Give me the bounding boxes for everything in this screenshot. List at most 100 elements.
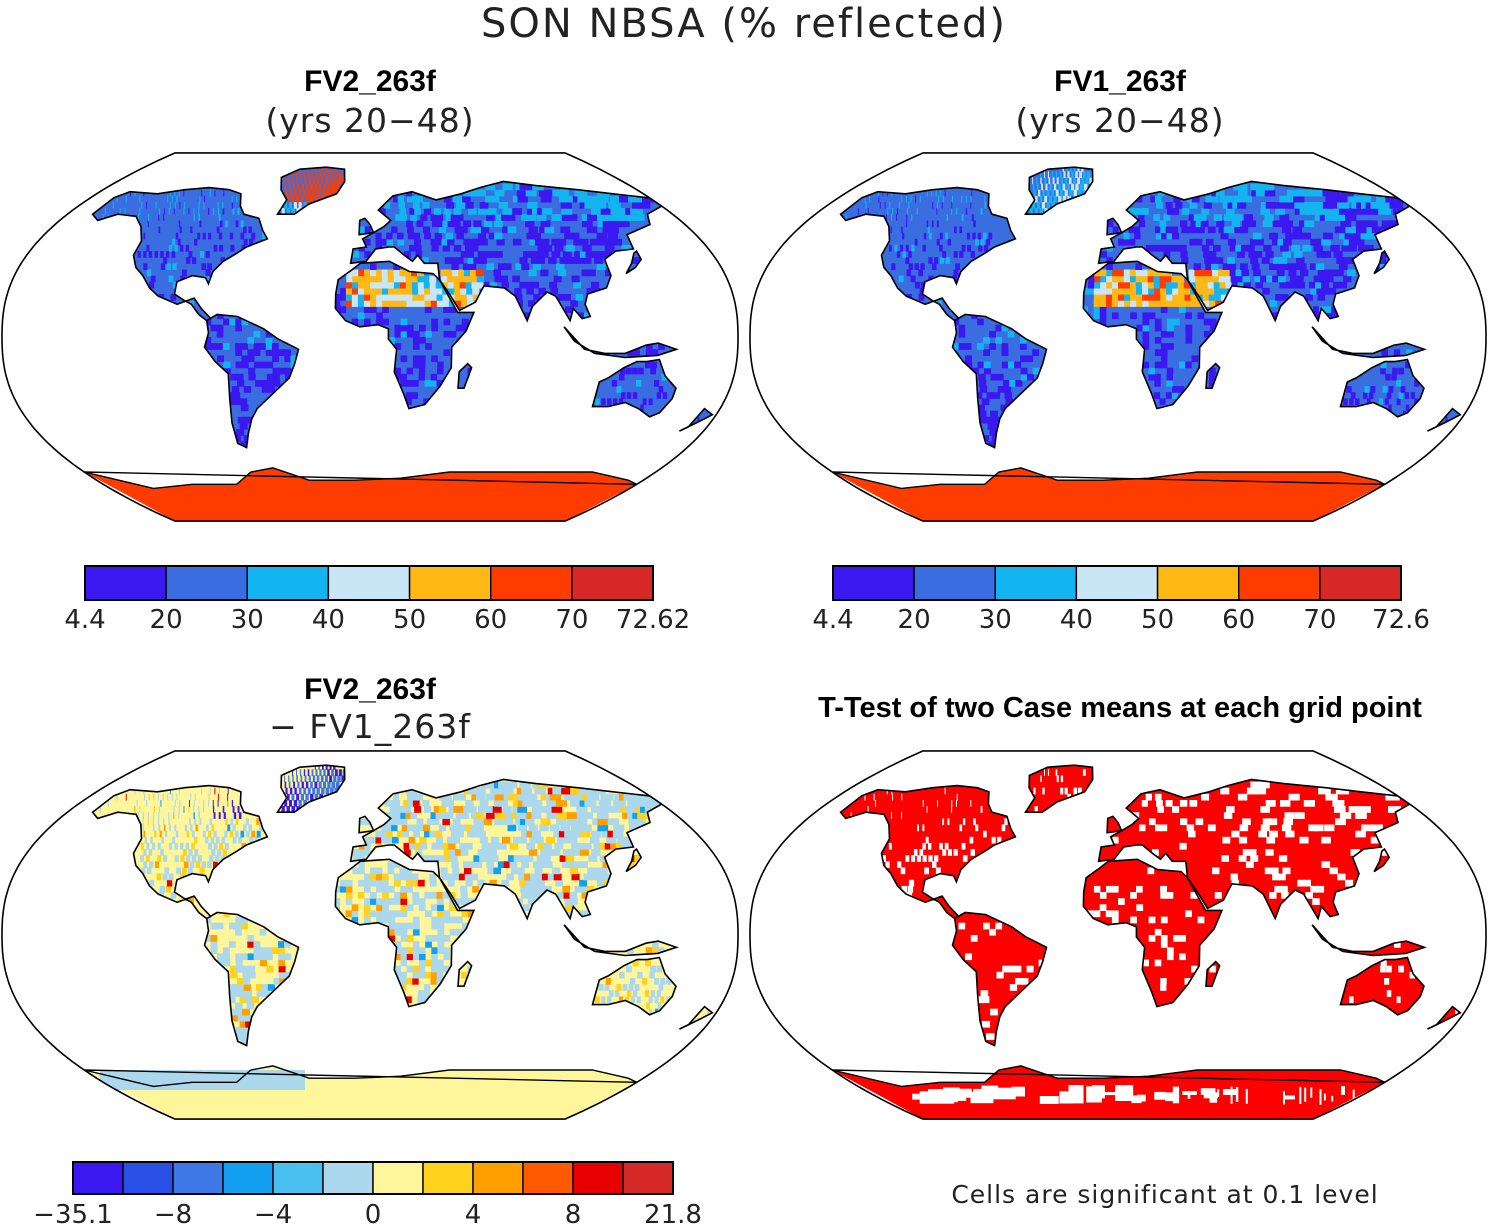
coastline — [839, 784, 1017, 920]
coastline — [625, 847, 643, 873]
coastline — [203, 911, 300, 1047]
coastline — [1097, 778, 1412, 921]
colorbar-frame — [832, 565, 1402, 601]
colorbar-swatch — [322, 1161, 374, 1195]
colorbar-tick-label: 21.8 — [644, 1200, 702, 1227]
landmass-australia — [1339, 956, 1425, 1016]
landmass-eurasia — [349, 778, 664, 921]
coastline — [276, 764, 346, 813]
landmass-antarctica — [832, 1065, 1386, 1120]
coastline — [1311, 924, 1427, 957]
colorbar-frame — [84, 565, 654, 601]
colorbar-tick-label: 50 — [393, 605, 426, 635]
colorbar-swatch — [472, 1161, 524, 1195]
panel-subtitle-bottom-left: − FV1_263f — [269, 707, 471, 746]
colorbar-tick-label: 40 — [1060, 605, 1093, 635]
coastline — [1205, 960, 1221, 987]
map-bottom-right — [749, 750, 1487, 1120]
coastline — [951, 911, 1048, 1047]
coastline — [951, 313, 1048, 449]
colorbar-swatch — [1075, 565, 1159, 601]
map-border — [1, 750, 739, 1120]
coastline — [457, 362, 473, 389]
map-border — [1, 152, 739, 522]
landmass-australia — [591, 956, 677, 1016]
landmass-north-america — [91, 784, 269, 920]
colorbar-swatch — [913, 565, 996, 601]
colorbar-tick-label: 4 — [465, 1200, 482, 1227]
map-bottom-left — [1, 750, 739, 1120]
landmass-nz — [679, 1005, 714, 1030]
colorbar-tick-label: 72.6 — [1372, 605, 1430, 635]
coastline — [1106, 815, 1123, 834]
colorbar-swatch — [272, 1161, 324, 1195]
colorbar-swatch — [84, 565, 167, 601]
landmass-south-america — [203, 313, 300, 449]
landmass-japan — [1373, 847, 1391, 873]
colorbar-tick-label: 40 — [312, 605, 345, 635]
colorbar-tick-label: 4.4 — [64, 605, 105, 635]
colorbar-swatch — [994, 565, 1078, 601]
coastline — [679, 407, 714, 432]
colorbar-swatch — [1319, 565, 1402, 601]
coastline — [334, 260, 476, 410]
coastline — [1106, 217, 1123, 236]
coastline — [625, 249, 643, 275]
landmass-uk — [1106, 217, 1123, 236]
coastline — [91, 186, 269, 322]
landmass-madagascar — [457, 362, 473, 389]
map-cells — [832, 166, 1462, 522]
colorbar-frame — [72, 1161, 674, 1195]
coastline — [358, 217, 375, 236]
coastline — [349, 778, 664, 921]
colorbar-swatch — [165, 565, 248, 601]
coastline — [839, 186, 1017, 322]
landmass-south-america — [203, 911, 300, 1047]
landmass-greenland — [276, 764, 346, 813]
map-cells — [84, 166, 714, 522]
map-top-left — [1, 152, 739, 522]
colorbar-tick-label: 0 — [365, 1200, 382, 1227]
colorbar-tick-label: 8 — [565, 1200, 582, 1227]
landmass-australia — [591, 358, 677, 418]
landmass-eurasia — [1097, 180, 1412, 323]
coastline — [591, 956, 677, 1016]
landmass-madagascar — [457, 960, 473, 987]
coastline — [457, 960, 473, 987]
landmass-greenland — [276, 166, 346, 215]
coastline — [1339, 358, 1425, 418]
map-border — [749, 750, 1487, 1120]
colorbar-swatch — [372, 1161, 424, 1195]
coastline — [276, 166, 346, 215]
landmass-nz — [1427, 1005, 1462, 1030]
landmass-eurasia — [1097, 778, 1412, 921]
coastline — [679, 1005, 714, 1030]
coastline — [1024, 166, 1094, 215]
colorbar-swatch — [522, 1161, 574, 1195]
colorbar-swatch — [122, 1161, 174, 1195]
landmass-indonesia — [1311, 326, 1427, 359]
landmass-uk — [1106, 815, 1123, 834]
colorbar-tick-label: −35.1 — [33, 1200, 113, 1227]
landmass-north-america — [91, 186, 269, 322]
landmass-japan — [1373, 249, 1391, 275]
landmass-nz — [1427, 407, 1462, 432]
significance-note: Cells are significant at 0.1 level — [951, 1180, 1379, 1209]
coastline — [91, 784, 269, 920]
landmass-nz — [679, 407, 714, 432]
colorbar-tick-label: 4.4 — [812, 605, 853, 635]
landmass-antarctica — [84, 1065, 638, 1120]
landmass-indonesia — [1311, 924, 1427, 957]
colorbar-bottom-left: −35.1 −8 −4 0 4 8 21.8 — [33, 1161, 702, 1227]
colorbar-swatch — [622, 1161, 674, 1195]
landmass-uk — [358, 217, 375, 236]
coastline — [1339, 956, 1425, 1016]
map-cells — [84, 764, 714, 1120]
colorbar-tick-label: 20 — [898, 605, 931, 635]
landmass-japan — [625, 249, 643, 275]
map-border — [749, 152, 1487, 522]
panel-title-top-left: FV2_263f — [304, 65, 436, 98]
landmass-greenland — [1024, 166, 1094, 215]
panel-title-bottom-right: T-Test of two Case means at each grid po… — [818, 692, 1422, 724]
landmass-north-america — [839, 784, 1017, 920]
